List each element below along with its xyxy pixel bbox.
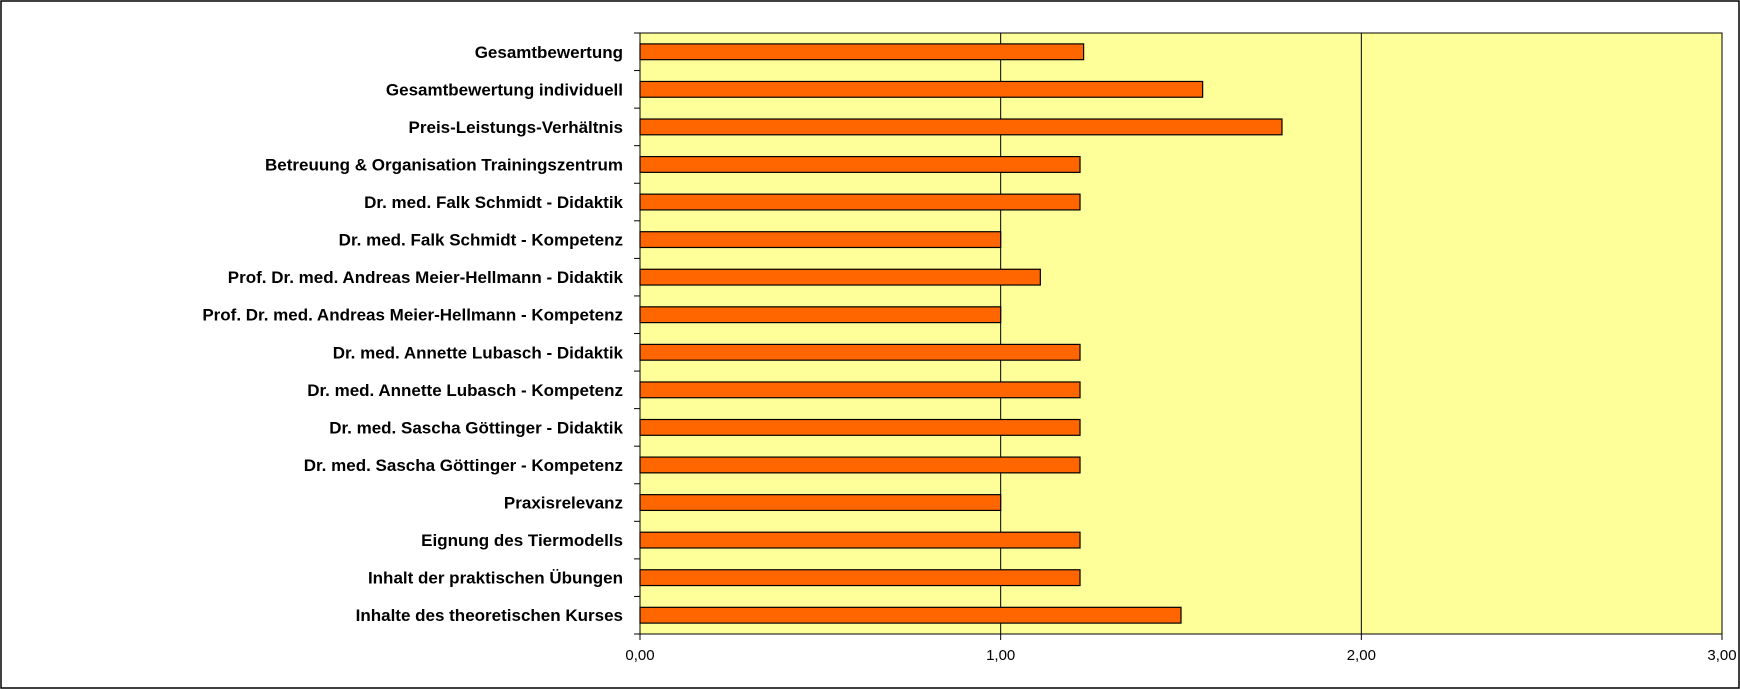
bar	[639, 456, 1081, 474]
category-label: Prof. Dr. med. Andreas Meier-Hellmann - …	[228, 268, 624, 287]
bar	[639, 569, 1081, 587]
category-label: Praxisrelevanz	[504, 494, 623, 513]
category-label: Preis-Leistungs-Verhältnis	[409, 118, 623, 137]
category-label: Betreuung & Organisation Trainingszentru…	[265, 155, 623, 174]
x-tick-label: 1,00	[986, 647, 1015, 664]
category-labels: Gesamtbewertung Gesamtbewertung individue…	[202, 43, 623, 625]
bar	[639, 80, 1204, 98]
category-label: Inhalt der praktischen Übungen	[368, 569, 623, 588]
category-label: Dr. med. Annette Lubasch - Kompetenz	[307, 381, 623, 400]
bar	[639, 268, 1041, 286]
bar	[639, 231, 1002, 249]
axes-group	[634, 32, 1723, 640]
bars-group	[639, 43, 1283, 624]
bar	[639, 193, 1081, 211]
bar	[639, 531, 1081, 549]
category-label: Dr. med. Sascha Göttinger - Kompetenz	[304, 456, 623, 475]
bar	[639, 306, 1002, 324]
category-label: Inhalte des theoretischen Kurses	[356, 606, 623, 625]
bar	[639, 606, 1182, 624]
bar	[639, 43, 1085, 61]
category-label: Dr. med. Falk Schmidt - Didaktik	[364, 193, 623, 212]
category-label: Dr. med. Falk Schmidt - Kompetenz	[339, 231, 623, 250]
category-label: Gesamtbewertung	[475, 43, 623, 62]
category-label: Dr. med. Annette Lubasch - Didaktik	[333, 343, 624, 362]
x-tick-label: 3,00	[1707, 647, 1736, 664]
category-label: Gesamtbewertung individuell	[386, 80, 623, 99]
category-label: Dr. med. Sascha Göttinger - Didaktik	[329, 418, 623, 437]
category-label: Prof. Dr. med. Andreas Meier-Hellmann - …	[202, 306, 623, 325]
category-label: Eignung des Tiermodells	[421, 531, 623, 550]
x-tick-label: 0,00	[625, 647, 654, 664]
x-tick-label: 2,00	[1347, 647, 1376, 664]
bar	[639, 494, 1002, 512]
bar	[639, 118, 1283, 136]
tick-labels: 0,00 1,00 2,00 3,00	[625, 647, 1736, 664]
bar	[639, 418, 1081, 436]
bar	[639, 343, 1081, 361]
bar	[639, 155, 1081, 173]
bar	[639, 381, 1081, 399]
